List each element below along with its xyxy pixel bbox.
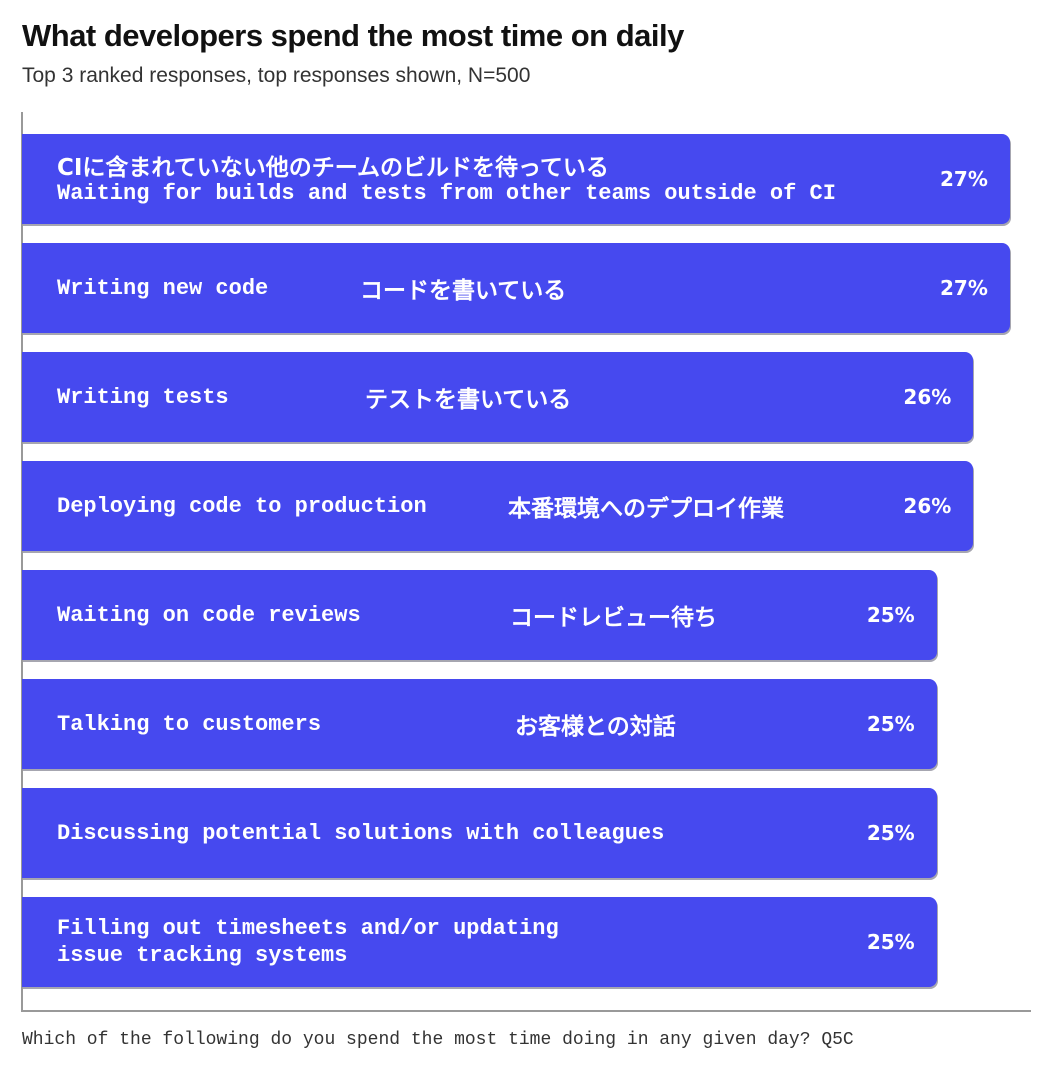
value-label: 25% xyxy=(866,712,915,736)
value-label: 26% xyxy=(903,385,952,409)
bar xyxy=(22,679,937,769)
japanese-label: CIに含まれていない他のチームのビルドを待っている xyxy=(57,155,609,181)
bar xyxy=(22,352,974,442)
japanese-label: 本番環境へのデプロイ作業 xyxy=(508,496,784,522)
bar xyxy=(22,134,1010,224)
category-label: Waiting for builds and tests from other … xyxy=(57,181,836,206)
value-label: 26% xyxy=(903,494,952,518)
value-label: 25% xyxy=(866,821,915,845)
category-label: Filling out timesheets and/or updating i… xyxy=(57,916,559,968)
value-label: 25% xyxy=(866,930,915,954)
category-label: Waiting on code reviews xyxy=(57,602,361,628)
category-label: Discussing potential solutions with coll… xyxy=(57,820,665,846)
category-label: Writing new code xyxy=(57,275,269,301)
category-label: Deploying code to production xyxy=(57,493,427,519)
bar xyxy=(22,788,937,878)
japanese-label: テストを書いている xyxy=(365,387,572,413)
value-label: 27% xyxy=(940,276,988,300)
x-axis-line xyxy=(21,1010,1031,1012)
chart-subtitle: Top 3 ranked responses, top responses sh… xyxy=(22,64,531,87)
japanese-label: お客様との対話 xyxy=(515,714,676,740)
value-label: 27% xyxy=(940,167,988,191)
japanese-label: コードレビュー待ち xyxy=(510,605,717,631)
value-label: 25% xyxy=(866,603,915,627)
bar xyxy=(22,897,937,987)
bar xyxy=(22,461,974,551)
footnote: Which of the following do you spend the … xyxy=(22,1030,854,1050)
japanese-label: コードを書いている xyxy=(360,278,567,304)
bar xyxy=(22,243,1010,333)
bar xyxy=(22,570,937,660)
chart-title: What developers spend the most time on d… xyxy=(22,18,684,53)
y-axis-line xyxy=(21,112,23,1012)
category-label: Talking to customers xyxy=(57,711,322,737)
category-label: Writing tests xyxy=(57,384,229,410)
